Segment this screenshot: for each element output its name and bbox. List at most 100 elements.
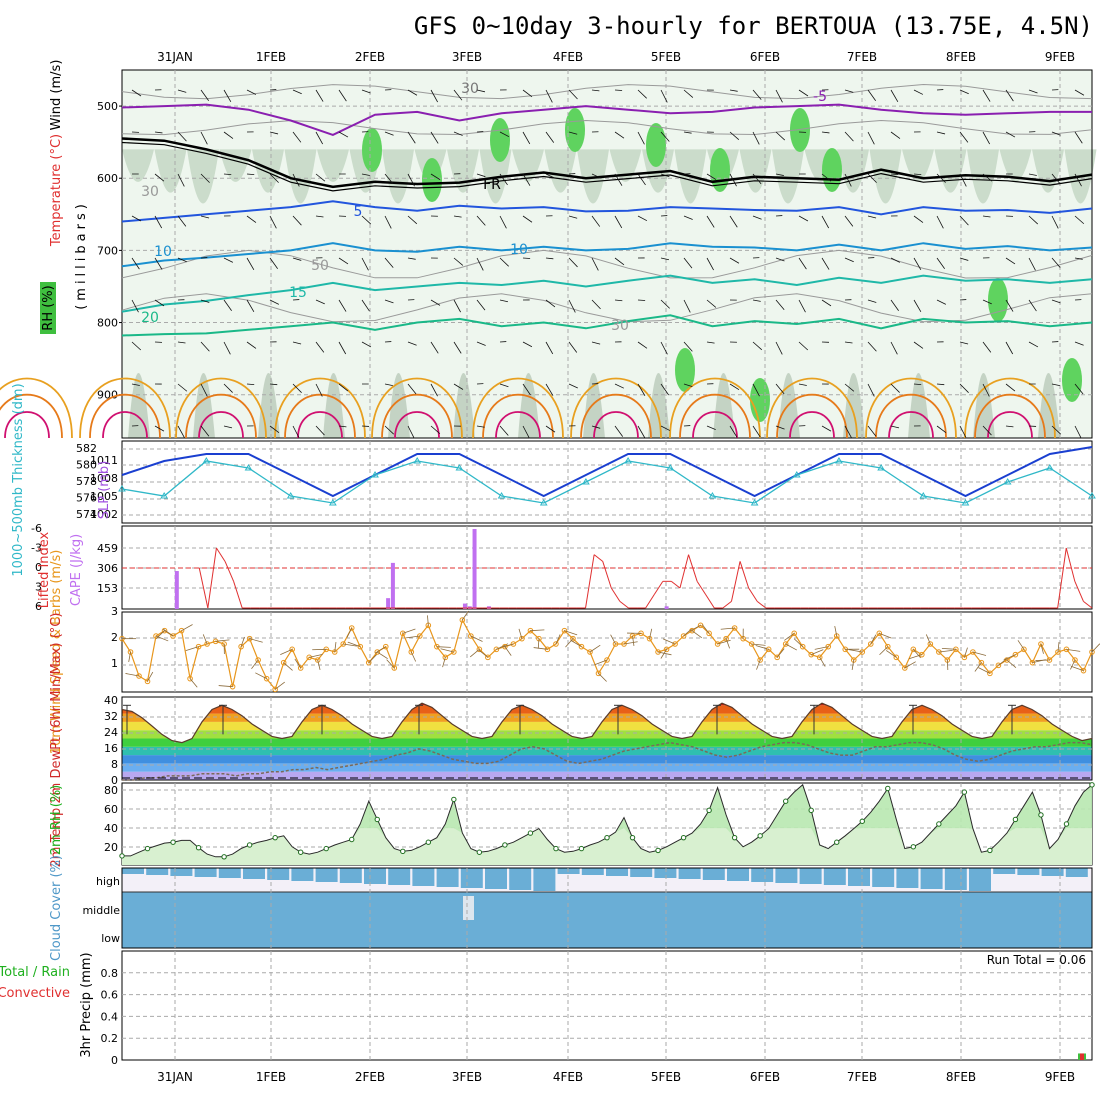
wind-barb (522, 425, 530, 439)
wind-barb (959, 425, 967, 439)
wind-barb (154, 131, 163, 134)
wind-barb (453, 383, 464, 390)
rh2m-axis-label: 2m RH (%) (49, 785, 64, 856)
rh-marker (604, 834, 610, 841)
li-segment (198, 567, 209, 609)
rh-marker (144, 845, 151, 852)
rh-marker (1038, 812, 1044, 818)
rh-shade-low (258, 373, 280, 438)
rh-shade (1032, 149, 1064, 193)
wind10m-barb (885, 650, 897, 658)
wind-speed-marker (187, 675, 193, 682)
cloud-high-bar (678, 868, 701, 879)
rh-marker (885, 785, 891, 792)
wind-barb (407, 383, 417, 395)
wind-barb (637, 383, 646, 396)
wind-barb (177, 257, 187, 263)
warm-contour (888, 411, 934, 439)
wind-barb (200, 89, 209, 101)
wind-barb (729, 257, 740, 264)
warm-contour (789, 411, 835, 439)
wind-barb (1028, 173, 1037, 176)
rh-shade (284, 149, 317, 204)
warm-contour (692, 411, 738, 439)
warm-contour (381, 393, 453, 439)
li-axis-label: Lifted Index (37, 531, 52, 608)
wind-speed-marker (757, 657, 763, 663)
li-segment (619, 600, 629, 609)
wind-speed-marker (399, 630, 406, 637)
precip-frame (121, 950, 1093, 1061)
wind-barb (637, 341, 648, 349)
wind-barb (154, 215, 163, 229)
wind10m-barb (255, 672, 267, 680)
wind10m-barb (185, 646, 199, 652)
wind-barb (154, 299, 165, 307)
wind-speed-marker (1012, 651, 1019, 658)
wind-barb (752, 425, 761, 438)
wind-barb (545, 257, 554, 260)
warm-contour (0, 377, 73, 439)
wind-barb (522, 131, 531, 145)
bottom-date-label: 4FEB (553, 1070, 583, 1084)
rh-high-blob (790, 108, 810, 152)
wind-barb (706, 257, 714, 271)
wind-barb (200, 383, 208, 397)
wind-barb (614, 425, 624, 437)
wind-barb (499, 257, 509, 267)
wind-barb (591, 215, 601, 227)
rh-tick: 40 (104, 822, 118, 835)
wind10m-barb (533, 647, 548, 650)
warm-contour (570, 377, 662, 439)
contour-label: 30 (141, 184, 159, 200)
cloud-high-bar (993, 868, 1016, 874)
rh-marker (859, 818, 865, 824)
dewpt-line (122, 741, 1093, 781)
thickness-marker (160, 492, 169, 499)
wind-barb (591, 299, 601, 310)
wind-barb (867, 425, 877, 437)
temp2m-axis-label: 2m Temp 2m DewPt (6hr Min/Max) (°C) (49, 613, 64, 868)
temp-band (122, 730, 1092, 739)
wind-barb (1028, 257, 1036, 271)
wind-speed-marker (680, 633, 687, 639)
wind-barb (384, 383, 393, 386)
li-segment (730, 561, 741, 602)
wind-barb (269, 131, 279, 135)
wind-barb (683, 383, 693, 388)
rh-shade-low (518, 373, 540, 438)
wind-barb (867, 341, 877, 352)
cloud-high-bar (485, 868, 507, 889)
wind-speed-marker (578, 643, 585, 650)
precip-tick: 0.2 (101, 1032, 119, 1045)
wind-speed-marker (867, 641, 874, 647)
wind-barb (315, 89, 324, 102)
cape-tick: 459 (97, 542, 118, 555)
wind-barb (821, 215, 830, 229)
rh-marker (400, 848, 406, 855)
rh-marker (936, 821, 942, 827)
upper-frame (121, 69, 1093, 439)
wind-barb (384, 299, 394, 304)
precip-axis-labels: Total / Rain Convective 3hr Precip (mm) … (0, 952, 1086, 1057)
warm-contour (679, 393, 751, 439)
wind-barb (384, 131, 394, 136)
cloud-high-bar (896, 868, 919, 888)
wind-barb (315, 425, 325, 436)
rh-marker (272, 834, 278, 841)
warm-contour (669, 377, 761, 439)
wind-contour (121, 249, 1093, 279)
cloud-high-bar (364, 868, 386, 884)
precip-tick: 0.6 (101, 989, 119, 1002)
temp-band (122, 738, 1092, 747)
contour-label: 15 (289, 285, 307, 301)
wind-barb (729, 215, 738, 228)
wind10m-barb (368, 654, 378, 663)
rh-shade (869, 149, 902, 204)
wind-barb (821, 257, 830, 270)
wind10m-barb (751, 643, 766, 646)
li-tick: 6 (35, 600, 42, 613)
wind-barb (844, 89, 854, 93)
wind10m-barb (978, 667, 991, 674)
rh-shade-low (453, 373, 475, 438)
